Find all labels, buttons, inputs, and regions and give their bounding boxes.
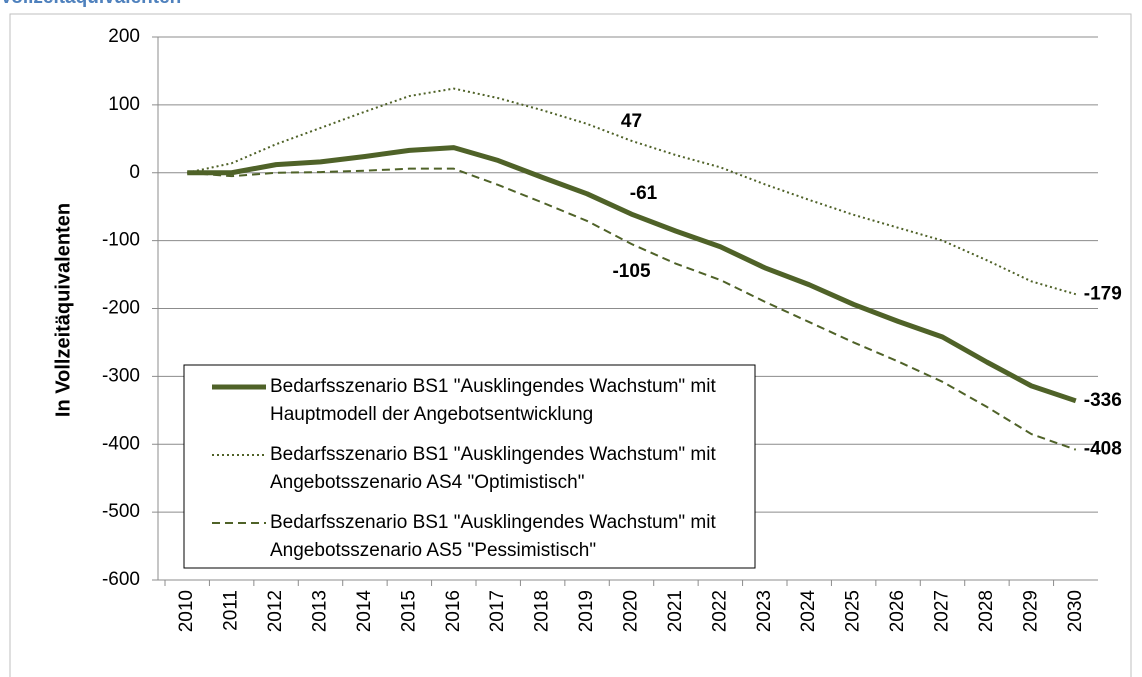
y-tick-label: -600 [102,569,140,590]
y-tick-label: 200 [108,26,140,47]
y-tick-label: 100 [108,94,140,115]
y-axis-label: In Vollzeitäquivalenten [52,203,74,417]
data-label: -408 [1084,439,1122,460]
y-tick-label: 0 [129,162,140,183]
y-tick-label: -500 [102,501,140,522]
y-tick-label: -100 [102,230,140,251]
x-tick-label: 2016 [443,590,464,632]
x-tick-label: 2015 [398,590,419,632]
x-tick-label: 2030 [1065,590,1086,632]
x-tick-label: 2012 [265,590,286,632]
legend: Bedarfsszenario BS1 "Ausklingendes Wachs… [183,364,756,569]
x-tick-label: 2022 [709,590,730,632]
legend-box [183,364,756,569]
y-tick-label: -200 [102,298,140,319]
x-tick-label: 2024 [798,590,819,633]
x-tick-label: 2019 [576,590,597,632]
x-tick-label: 2023 [754,590,775,632]
x-tick-label: 2028 [976,590,997,632]
chart-title: Vollzeitäquivalenten [0,0,181,8]
data-label: -336 [1084,390,1122,411]
data-label: 47 [621,111,642,132]
x-tick-label: 2021 [665,590,686,632]
x-tick-label: 2010 [176,590,197,632]
x-tick-label: 2018 [532,590,553,632]
x-tick-label: 2025 [843,590,864,632]
legend-entry: Bedarfsszenario BS1 "Ausklingendes Wachs… [270,512,716,561]
chart-frame [9,13,1132,677]
series-line [187,167,1077,451]
legend-entry: Bedarfsszenario BS1 "Ausklingendes Wachs… [270,376,716,425]
series-line [187,87,1077,296]
data-label: -61 [630,183,658,204]
series-line [187,145,1077,404]
data-label: -179 [1084,283,1122,304]
x-tick-label: 2013 [310,590,331,632]
x-tick-label: 2011 [221,590,242,631]
x-tick-label: 2014 [354,590,375,633]
data-label: -105 [612,261,650,282]
y-tick-label: -400 [102,433,140,454]
x-tick-label: 2020 [621,590,642,632]
legend-entry: Bedarfsszenario BS1 "Ausklingendes Wachs… [270,444,716,493]
x-tick-label: 2029 [1020,590,1041,632]
x-tick-label: 2026 [887,590,908,632]
x-tick-label: 2027 [932,590,953,632]
x-tick-label: 2017 [487,590,508,632]
y-tick-label: -300 [102,365,140,386]
